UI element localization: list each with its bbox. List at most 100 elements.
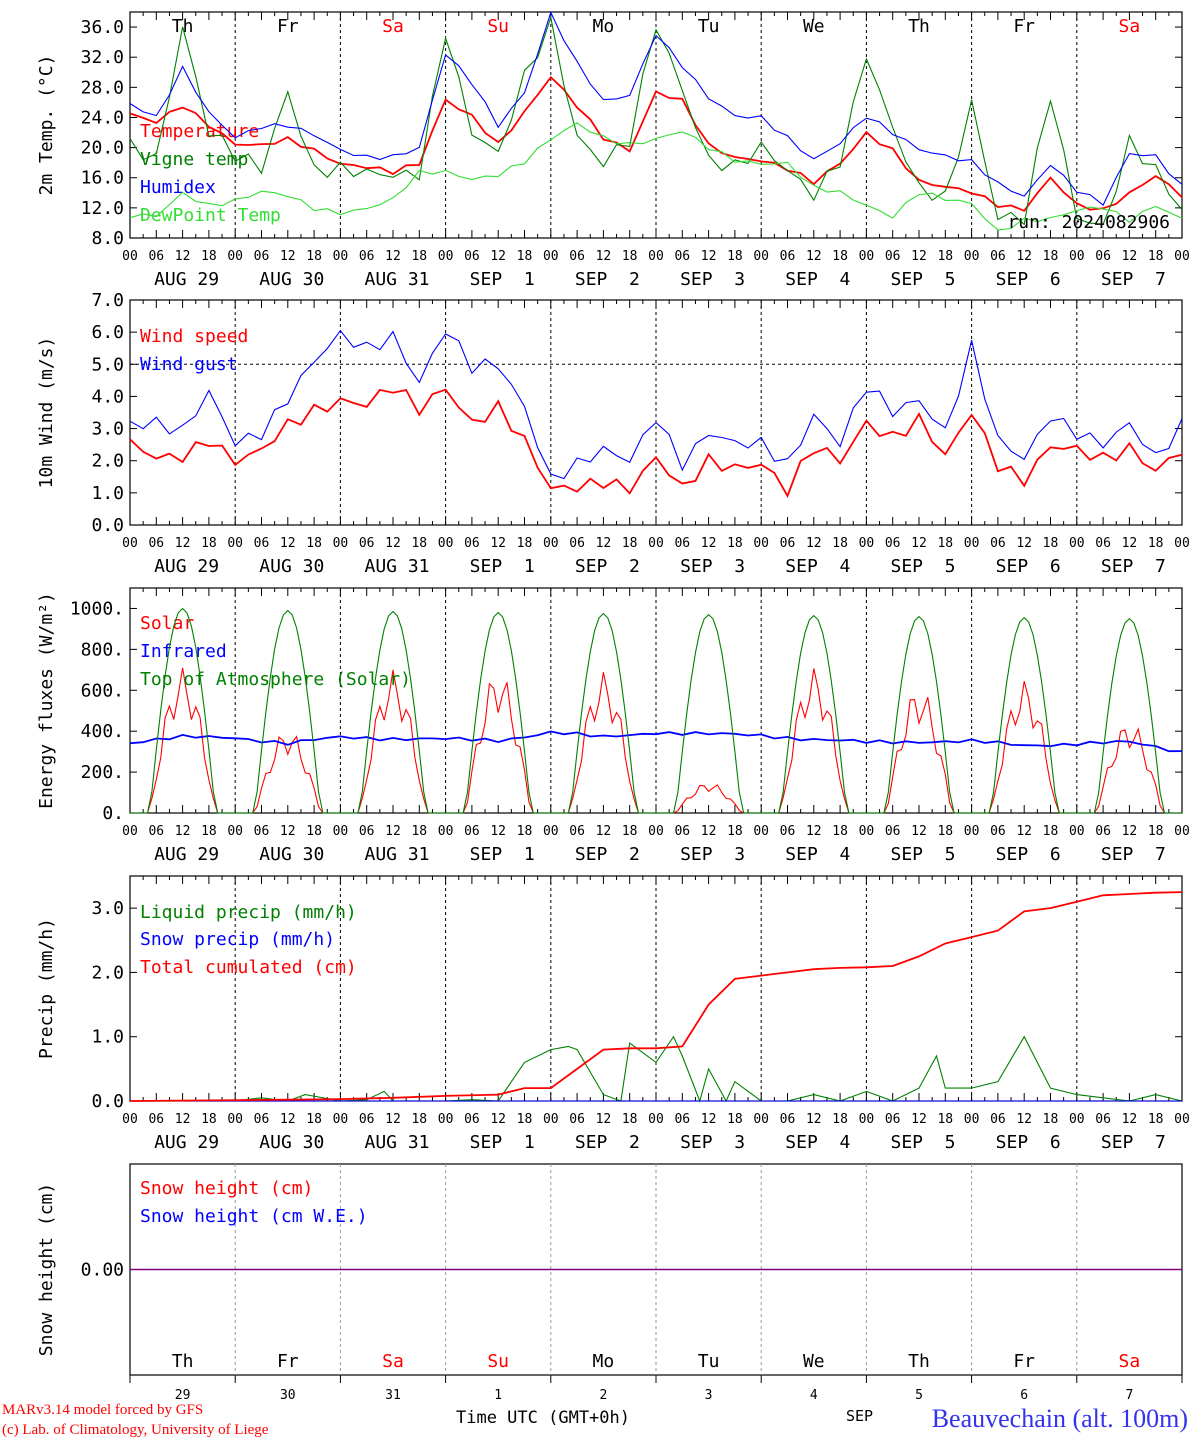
- hour-tick-label: 12: [490, 249, 506, 264]
- date-label: SEP 7: [1101, 844, 1166, 865]
- hour-tick-label: 18: [201, 536, 217, 551]
- legend-entry: Snow height (cm W.E.): [140, 1206, 368, 1227]
- hour-tick-label: 18: [1148, 249, 1164, 264]
- hour-tick-label: 12: [175, 824, 191, 839]
- hour-tick-label: 12: [596, 824, 612, 839]
- hour-tick-label: 18: [201, 249, 217, 264]
- legend-entry: Liquid precip (mm/h): [140, 902, 357, 923]
- hour-tick-label: 06: [990, 1112, 1006, 1127]
- hour-tick-label: 12: [385, 249, 401, 264]
- hour-tick-label: 00: [333, 1112, 349, 1127]
- date-label: SEP 2: [575, 269, 640, 290]
- weekday-label: Th: [908, 1351, 930, 1372]
- hour-tick-label: 06: [254, 824, 270, 839]
- legend-entry: Temperature: [140, 121, 259, 142]
- hour-tick-label: 18: [622, 536, 638, 551]
- date-label: AUG 31: [364, 269, 429, 290]
- weekday-label: Fr: [277, 1351, 299, 1372]
- hour-tick-label: 18: [306, 249, 322, 264]
- hour-tick-label: 18: [937, 1112, 953, 1127]
- weekday-label: Mo: [593, 1351, 615, 1372]
- hour-tick-label: 00: [543, 1112, 559, 1127]
- hour-tick-label: 18: [832, 536, 848, 551]
- hour-tick-label: 18: [832, 249, 848, 264]
- hour-tick-label: 12: [1016, 1112, 1032, 1127]
- date-label: SEP 5: [890, 269, 955, 290]
- hour-tick-label: 18: [1043, 249, 1059, 264]
- day-number-label: 30: [280, 1388, 296, 1403]
- hour-tick-label: 06: [1095, 824, 1111, 839]
- hour-tick-label: 18: [1148, 1112, 1164, 1127]
- weekday-label: Fr: [1013, 16, 1035, 37]
- hour-tick-label: 18: [306, 824, 322, 839]
- hour-tick-label: 12: [490, 1112, 506, 1127]
- date-label: AUG 29: [154, 1132, 219, 1153]
- day-number-label: 7: [1125, 1388, 1133, 1403]
- date-label: SEP 7: [1101, 269, 1166, 290]
- hour-tick-label: 00: [227, 536, 243, 551]
- date-label: SEP 3: [680, 269, 745, 290]
- hour-tick-label: 00: [333, 536, 349, 551]
- y-tick-label: 800.: [81, 639, 124, 660]
- hour-tick-label: 12: [806, 249, 822, 264]
- day-number-label: 29: [175, 1388, 191, 1403]
- hour-tick-label: 06: [990, 249, 1006, 264]
- hour-tick-label: 00: [1069, 1112, 1085, 1127]
- date-label: SEP 1: [470, 556, 535, 577]
- hour-tick-label: 06: [464, 1112, 480, 1127]
- y-tick-label: 600.: [81, 680, 124, 701]
- date-label: SEP 5: [890, 844, 955, 865]
- hour-tick-label: 00: [964, 249, 980, 264]
- day-number-label: 2: [599, 1388, 607, 1403]
- date-label: SEP 2: [575, 844, 640, 865]
- weekday-label: Fr: [1013, 1351, 1035, 1372]
- date-label: AUG 29: [154, 269, 219, 290]
- model-credit: MARv3.14 model forced by GFS: [2, 1402, 203, 1418]
- hour-tick-label: 12: [911, 824, 927, 839]
- hour-tick-label: 12: [490, 824, 506, 839]
- date-label: AUG 31: [364, 1132, 429, 1153]
- y-tick-label: 20.0: [81, 138, 124, 159]
- legend-entry: Wind speed: [140, 326, 248, 347]
- hour-tick-label: 18: [306, 536, 322, 551]
- hour-tick-label: 00: [122, 824, 138, 839]
- hour-tick-label: 06: [885, 1112, 901, 1127]
- hour-tick-label: 00: [753, 1112, 769, 1127]
- y-axis-label: Precip (mm/h): [36, 918, 57, 1059]
- hour-tick-label: 00: [859, 536, 875, 551]
- y-tick-label: 28.0: [81, 77, 124, 98]
- y-tick-label: 32.0: [81, 47, 124, 68]
- hour-tick-label: 06: [674, 536, 690, 551]
- y-tick-label: 3.0: [91, 898, 124, 919]
- hour-tick-label: 18: [411, 1112, 427, 1127]
- y-tick-label: 4.0: [91, 386, 124, 407]
- hour-tick-label: 00: [1069, 249, 1085, 264]
- month-label: SEP: [846, 1407, 873, 1425]
- hour-tick-label: 06: [780, 824, 796, 839]
- date-label: SEP 4: [785, 844, 850, 865]
- hour-tick-label: 06: [148, 249, 164, 264]
- hour-tick-label: 12: [701, 249, 717, 264]
- hour-tick-label: 00: [227, 1112, 243, 1127]
- hour-tick-label: 06: [569, 1112, 585, 1127]
- hour-tick-label: 18: [201, 1112, 217, 1127]
- hour-tick-label: 06: [885, 824, 901, 839]
- date-label: AUG 31: [364, 844, 429, 865]
- panel-4: 0.0 1.0 2.0 3.0 Precip (mm/h) Liquid precip (…: [36, 875, 1190, 1153]
- legend-entry: Vigne temp: [140, 149, 248, 170]
- series-line-3: [129, 10, 1183, 206]
- hour-tick-label: 00: [333, 249, 349, 264]
- hour-tick-label: 06: [359, 536, 375, 551]
- hour-tick-label: 12: [1016, 249, 1032, 264]
- y-tick-label: 2.0: [91, 451, 124, 472]
- weekday-label: We: [803, 16, 825, 37]
- series-line-2: [129, 329, 1183, 480]
- hour-tick-label: 18: [622, 1112, 638, 1127]
- hour-tick-label: 00: [438, 824, 454, 839]
- y-axis-label: Snow height (cm): [36, 1183, 57, 1356]
- run-annotation: run: 2024082906: [1007, 212, 1170, 233]
- hour-tick-label: 18: [201, 824, 217, 839]
- series-line-2: [129, 15, 1183, 226]
- date-label: SEP 1: [470, 1132, 535, 1153]
- y-tick-label: 2.0: [91, 962, 124, 983]
